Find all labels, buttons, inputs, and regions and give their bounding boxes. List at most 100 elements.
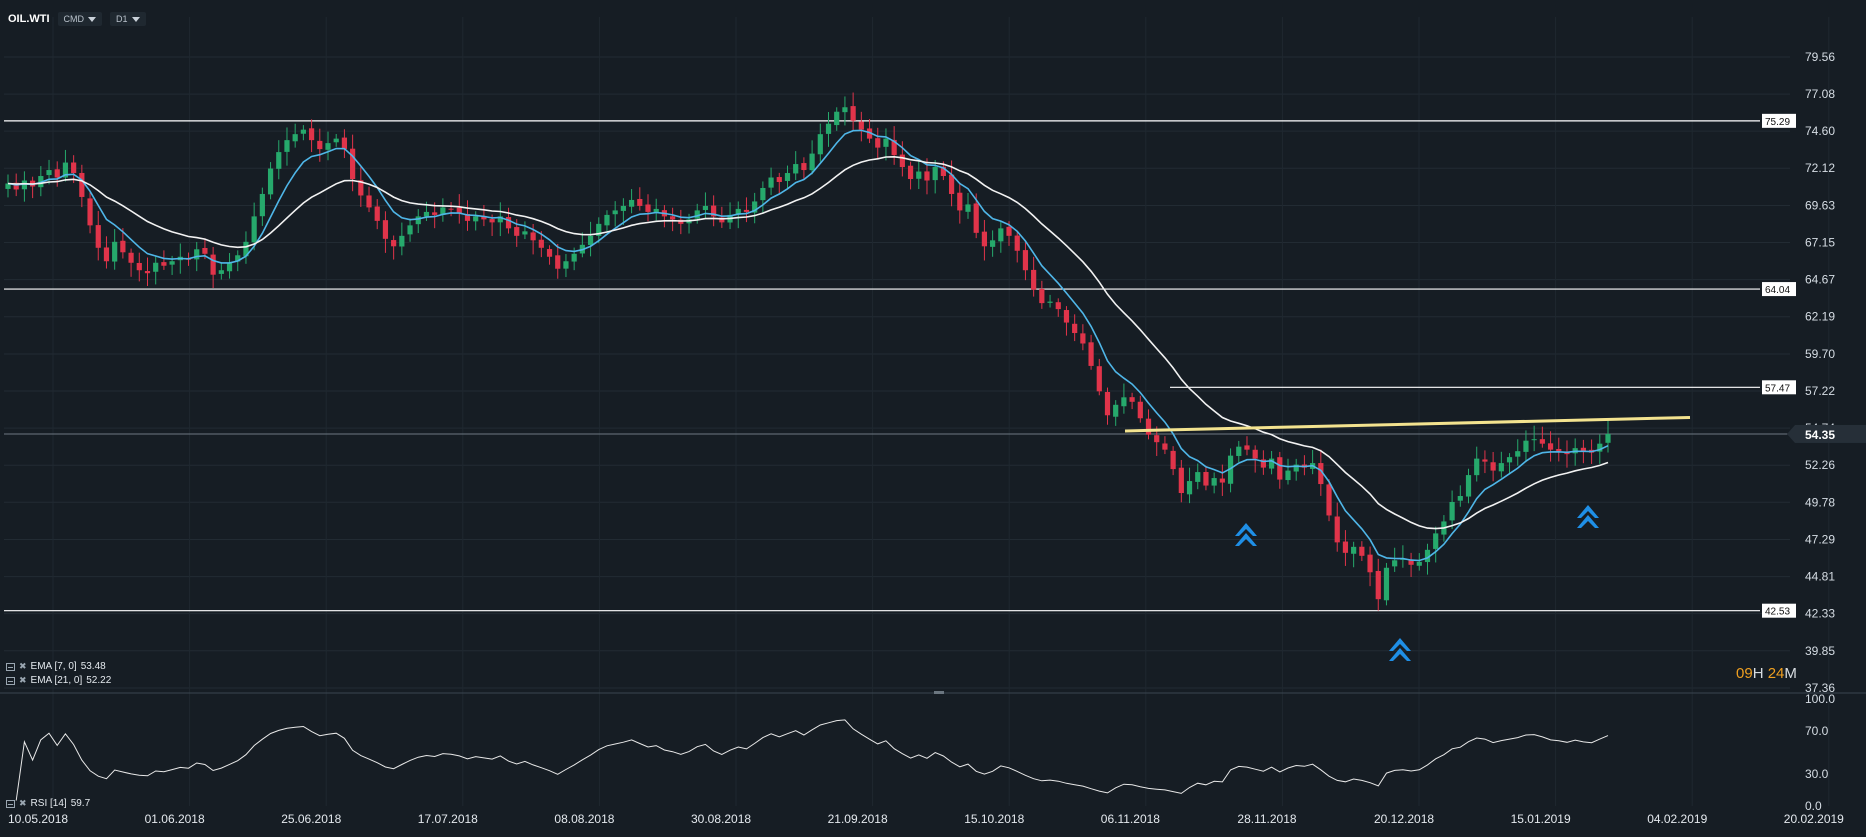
candle-body bbox=[1375, 570, 1381, 600]
candle-body bbox=[1498, 463, 1504, 472]
trendline-group[interactable] bbox=[1124, 416, 1691, 433]
close-icon[interactable]: ✖ bbox=[19, 661, 27, 671]
candle-body bbox=[440, 207, 446, 215]
instrument-type-label: CMD bbox=[63, 14, 85, 24]
candle-body bbox=[514, 227, 520, 236]
candle-body bbox=[497, 216, 503, 223]
candle-body bbox=[341, 137, 348, 150]
y-tick-label: 47.29 bbox=[1805, 533, 1835, 547]
settings-icon[interactable] bbox=[6, 662, 15, 671]
candle-body bbox=[784, 173, 791, 181]
candle-body bbox=[1088, 342, 1094, 366]
candle-body bbox=[1178, 467, 1184, 494]
candle-body bbox=[916, 171, 922, 179]
candle-body bbox=[1539, 439, 1545, 444]
candle-body bbox=[907, 165, 914, 180]
candle-body bbox=[1145, 418, 1152, 435]
candle-body bbox=[743, 209, 750, 212]
candle-body bbox=[965, 204, 971, 212]
current-price-tag: 54.35 bbox=[1787, 424, 1866, 443]
candle-body bbox=[1113, 404, 1119, 417]
candle-body bbox=[358, 180, 364, 196]
x-tick-label: 20.12.2018 bbox=[1374, 812, 1434, 826]
timeframe-dropdown[interactable]: D1 bbox=[110, 12, 146, 26]
pane-resize-handle[interactable] bbox=[934, 691, 944, 694]
x-tick-label: 17.07.2018 bbox=[418, 812, 478, 826]
candle-body bbox=[456, 207, 462, 214]
settings-icon[interactable] bbox=[6, 799, 15, 808]
candle-body bbox=[153, 262, 159, 272]
candle-body bbox=[1022, 250, 1029, 271]
candle-body bbox=[809, 153, 815, 171]
level-label-box bbox=[1762, 380, 1796, 395]
candle-countdown: 09H 24M bbox=[1736, 665, 1797, 682]
y-tick-label: 42.33 bbox=[1805, 607, 1835, 621]
price-tag-pointer bbox=[1787, 424, 1795, 443]
candle-body bbox=[1433, 533, 1439, 549]
candle-body bbox=[1605, 433, 1611, 443]
timer-h: H bbox=[1752, 665, 1764, 682]
y-tick-label: 79.56 bbox=[1805, 50, 1835, 64]
candle-body bbox=[1072, 323, 1078, 334]
candle-body bbox=[596, 223, 602, 236]
chart-grid bbox=[4, 17, 1830, 806]
candle-body bbox=[169, 261, 175, 265]
chevron-down-icon bbox=[88, 16, 97, 22]
y-tick-label: 64.67 bbox=[1805, 273, 1835, 287]
legend-rsi: ✖ RSI [14] 59.7 bbox=[6, 798, 90, 809]
candle-body bbox=[374, 206, 380, 221]
candle-body bbox=[883, 138, 889, 147]
instrument-type-dropdown[interactable]: CMD bbox=[57, 12, 103, 26]
x-tick-label: 25.06.2018 bbox=[281, 812, 341, 826]
candle-body bbox=[5, 183, 11, 189]
candle-body bbox=[481, 216, 487, 220]
close-icon[interactable]: ✖ bbox=[19, 798, 27, 808]
candle-body bbox=[1531, 439, 1537, 441]
y-tick-label: 62.19 bbox=[1805, 310, 1835, 324]
candle-body bbox=[850, 106, 856, 121]
x-tick-label: 06.11.2018 bbox=[1101, 812, 1160, 826]
candle-body bbox=[1490, 462, 1496, 471]
chart-toolbar: OIL.WTI CMD D1 bbox=[8, 8, 146, 30]
candle-body bbox=[957, 192, 963, 211]
date-axis: 10.05.2018 01.06.2018 25.06.2018 17.07.2018… bbox=[8, 812, 1844, 826]
candle-body bbox=[1055, 302, 1061, 310]
candle-body bbox=[1227, 455, 1234, 484]
y-tick-label: 59.70 bbox=[1805, 347, 1835, 361]
resistance-trendline[interactable] bbox=[1124, 416, 1691, 433]
x-tick-label: 08.08.2018 bbox=[554, 812, 614, 826]
horizontal-levels[interactable]: 75.29 64.04 57.47 42.53 bbox=[4, 113, 1796, 618]
candle-body bbox=[1170, 450, 1176, 470]
candle-body bbox=[464, 214, 471, 221]
candle-body bbox=[1556, 448, 1562, 452]
candle-body bbox=[13, 182, 19, 190]
legend-ema21-name: EMA [21, 0] bbox=[30, 675, 83, 686]
candle-body bbox=[702, 205, 709, 211]
close-icon[interactable]: ✖ bbox=[19, 675, 27, 685]
candle-body bbox=[267, 168, 274, 195]
candle-body bbox=[366, 195, 372, 208]
candle-body bbox=[235, 255, 241, 262]
candle-body bbox=[875, 138, 881, 148]
y-tick-label: 44.81 bbox=[1805, 570, 1835, 584]
candle-body bbox=[735, 208, 741, 215]
settings-icon[interactable] bbox=[6, 676, 15, 685]
candle-body bbox=[1293, 464, 1299, 472]
candle-body bbox=[1031, 269, 1037, 290]
candle-body bbox=[653, 208, 659, 213]
candle-body bbox=[1195, 472, 1201, 482]
candle-body bbox=[218, 270, 224, 274]
candle-body bbox=[801, 163, 807, 171]
legend-ema7-name: EMA [7, 0] bbox=[30, 661, 77, 672]
candle-body bbox=[719, 217, 725, 223]
y-tick-label: 74.60 bbox=[1805, 124, 1835, 138]
rsi-pane: 100.0 70.0 30.0 0.0 bbox=[15, 692, 1835, 813]
candle-body bbox=[144, 271, 151, 274]
symbol-label: OIL.WTI bbox=[8, 13, 50, 25]
candle-body bbox=[276, 152, 282, 169]
y-tick-label: 69.63 bbox=[1805, 198, 1835, 212]
y-tick-label: 52.26 bbox=[1805, 458, 1835, 472]
legend-ema21-value: 52.22 bbox=[86, 675, 112, 686]
candle-body bbox=[793, 164, 799, 174]
